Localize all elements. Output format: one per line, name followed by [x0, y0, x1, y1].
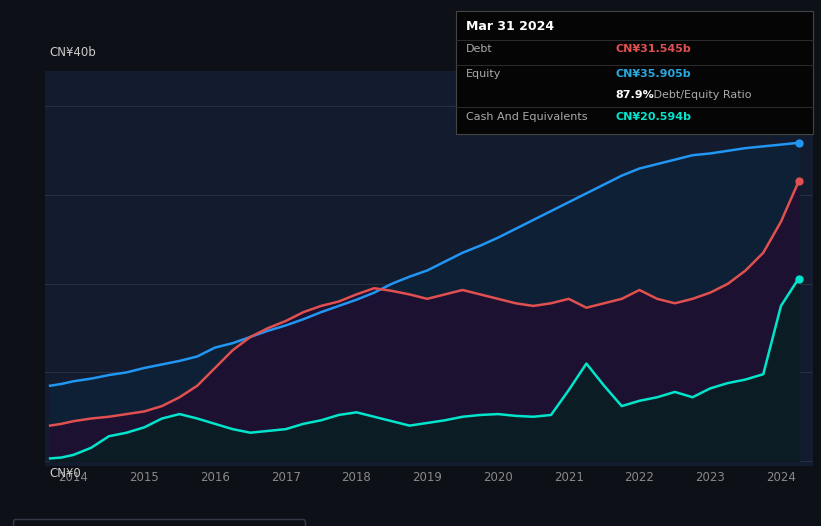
Text: CN¥31.545b: CN¥31.545b [616, 44, 691, 54]
Text: CN¥20.594b: CN¥20.594b [616, 112, 692, 122]
Text: 87.9%: 87.9% [616, 90, 654, 100]
Text: CN¥40b: CN¥40b [49, 46, 96, 59]
Text: CN¥0: CN¥0 [49, 468, 80, 480]
Text: Debt/Equity Ratio: Debt/Equity Ratio [650, 90, 752, 100]
Text: Equity: Equity [466, 69, 501, 79]
Text: CN¥35.905b: CN¥35.905b [616, 69, 691, 79]
Text: Mar 31 2024: Mar 31 2024 [466, 20, 553, 33]
Text: Debt: Debt [466, 44, 493, 54]
Text: Cash And Equivalents: Cash And Equivalents [466, 112, 587, 122]
Legend: Debt, Equity, Cash And Equivalents: Debt, Equity, Cash And Equivalents [12, 519, 305, 526]
